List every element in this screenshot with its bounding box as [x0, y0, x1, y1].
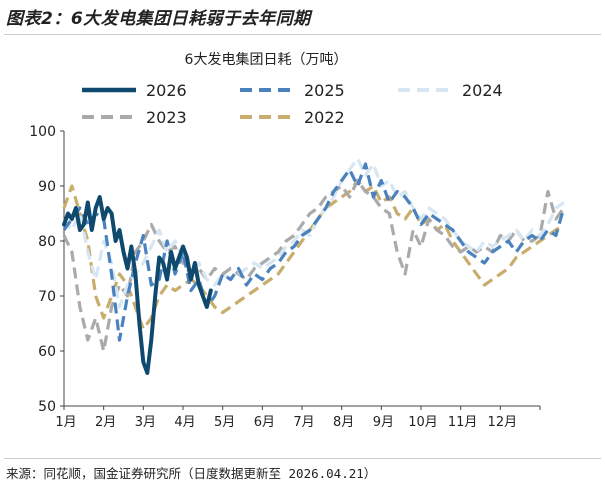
y-tick-label: 50	[38, 399, 56, 415]
x-tick-label: 1月	[55, 415, 76, 430]
x-tick-label: 7月	[293, 415, 314, 430]
bottom-divider	[4, 458, 601, 459]
source-note: 来源：同花顺，国金证券研究所（日度数据更新至 2026.04.21）	[6, 466, 377, 481]
x-tick-label: 4月	[174, 415, 195, 430]
series-line-2025	[62, 162, 566, 342]
x-tick-label: 2月	[95, 415, 116, 430]
x-tick-label: 6月	[254, 415, 275, 430]
x-tick-label: 5月	[214, 415, 235, 430]
top-divider	[4, 34, 601, 35]
x-tick-label: 3月	[135, 415, 156, 430]
legend-label-2023: 2023	[146, 108, 187, 127]
figure-title: 图表2：6大发电集团日耗弱于去年同期	[6, 9, 311, 29]
y-tick-label: 90	[38, 179, 56, 195]
legend-label-2025: 2025	[304, 81, 345, 100]
legend-label-2024: 2024	[462, 81, 503, 100]
legend-label-2026: 2026	[146, 81, 187, 100]
x-tick-label: 9月	[373, 415, 394, 430]
series-line-2026	[62, 195, 213, 375]
series-line-2023	[62, 178, 566, 353]
x-tick-label: 10月	[408, 415, 438, 430]
x-tick-label: 12月	[488, 415, 518, 430]
x-tick-label: 8月	[333, 415, 354, 430]
y-tick-label: 80	[38, 234, 56, 250]
series-line-2024	[62, 156, 565, 309]
legend-label-2022: 2022	[304, 108, 345, 127]
x-tick-label: 11月	[448, 415, 478, 430]
y-tick-label: 60	[38, 344, 56, 360]
y-tick-label: 70	[38, 289, 56, 305]
series-line-2022	[62, 178, 565, 331]
chart-title: 6大发电集团日耗（万吨）	[185, 51, 348, 68]
y-tick-label: 100	[29, 124, 56, 140]
plot-area: 50 60 70 80 90 100 1月 2月 3月 4月 5月 6月 7月 8月 9月 10月 11月 12月	[29, 124, 566, 430]
legend: 2026 2025 2024 2023 2022	[82, 81, 503, 127]
